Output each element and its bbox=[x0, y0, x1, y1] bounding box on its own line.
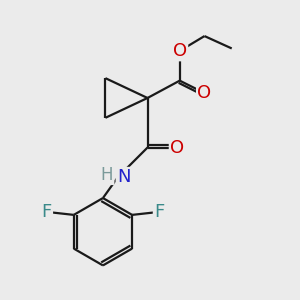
Text: O: O bbox=[173, 42, 187, 60]
Text: O: O bbox=[170, 139, 184, 157]
Text: H: H bbox=[101, 166, 113, 184]
Text: O: O bbox=[197, 84, 212, 102]
Text: F: F bbox=[41, 203, 52, 221]
Text: N: N bbox=[117, 168, 130, 186]
Text: F: F bbox=[154, 203, 164, 221]
